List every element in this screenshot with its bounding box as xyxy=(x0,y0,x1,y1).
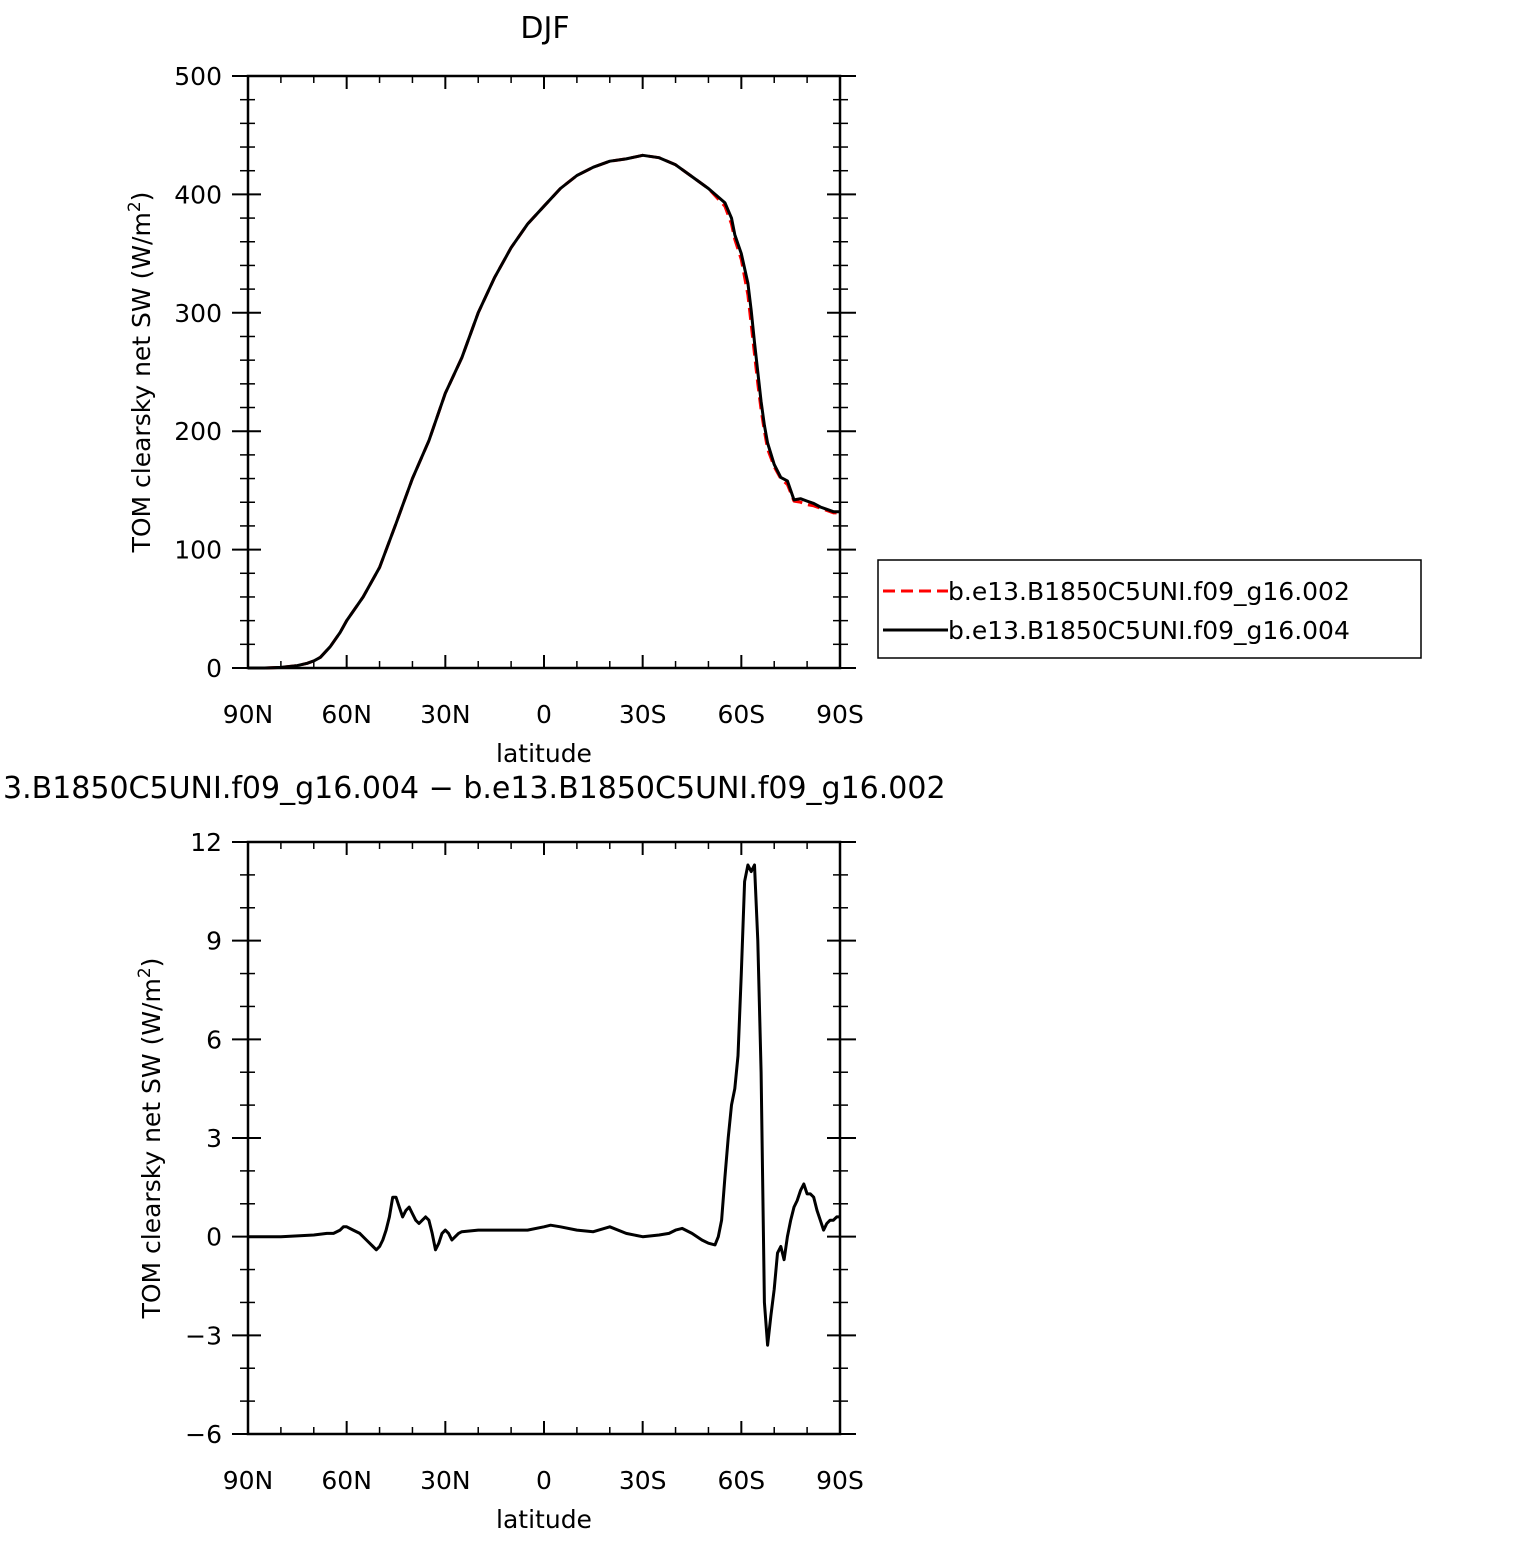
bottom-x-tick-label: 90N xyxy=(223,1466,274,1495)
top-series-line-1 xyxy=(248,153,840,670)
top-x-tick-label: 60S xyxy=(717,700,765,729)
bottom-x-tick-label: 60S xyxy=(717,1466,765,1495)
top-x-axis-label: latitude xyxy=(496,739,592,768)
top-x-tick-label: 90S xyxy=(816,700,864,729)
bottom-plot-frame xyxy=(246,840,842,1436)
bottom-x-tick-label: 0 xyxy=(536,1466,552,1495)
top-plot-title: DJF xyxy=(520,11,569,46)
legend-label-002: b.e13.B1850C5UNI.f09_g16.002 xyxy=(948,577,1350,606)
top-ticks: 90N 60N 30N 0 30S 60S 90S 0 100 200 300 400 500 xyxy=(174,62,864,729)
top-panel: DJF 90N 60N 30N 0 30S 60S 90S0100200300400500 … xyxy=(125,11,1422,768)
bottom-panel: 3.B1850C5UNI.f09_g16.004 − b.e13.B1850C5… xyxy=(3,771,946,1534)
top-y-axis-label: TOM clearsky net SW (W/m2) xyxy=(125,192,156,554)
legend-box xyxy=(877,559,1422,659)
bottom-plot-area xyxy=(248,863,840,1347)
top-x-tick-label: 0 xyxy=(536,700,552,729)
legend: b.e13.B1850C5UNI.f09_g16.002 b.e13.B1850… xyxy=(877,559,1422,659)
top-y-tick-label: 0 xyxy=(206,654,222,683)
top-y-axis-label-sup: 2 xyxy=(125,201,145,212)
bottom-y-tick-label: 12 xyxy=(190,828,222,857)
top-plot-frame xyxy=(246,74,842,670)
bottom-y-axis-label-close: ) xyxy=(137,958,166,968)
top-y-tick-label: 100 xyxy=(174,536,222,565)
top-series-line-0 xyxy=(248,153,840,670)
top-y-tick-label: 200 xyxy=(174,417,222,446)
bottom-x-axis-label: latitude xyxy=(496,1505,592,1534)
bottom-x-tick-label: 60N xyxy=(321,1466,372,1495)
bottom-y-tick-label: −3 xyxy=(185,1321,222,1350)
top-y-tick-label: 400 xyxy=(174,180,222,209)
bottom-y-axis-label: TOM clearsky net SW (W/m2) xyxy=(135,958,166,1320)
bottom-y-tick-label: 9 xyxy=(206,927,222,956)
top-x-tick-label: 90N xyxy=(223,700,274,729)
bottom-ticks: 90N 60N 30N 0 30S 60S 90S −6 −3 0 3 6 9 12 xyxy=(185,828,864,1495)
top-x-tick-label: 30N xyxy=(420,700,471,729)
top-y-axis-label-main: TOM clearsky net SW (W/m xyxy=(127,212,156,553)
top-plot-area xyxy=(248,153,840,670)
top-y-axis-label-close: ) xyxy=(127,192,156,202)
top-y-tick-label: 300 xyxy=(174,299,222,328)
top-x-tick-label: 30S xyxy=(619,700,667,729)
top-x-tick-label: 60N xyxy=(321,700,372,729)
bottom-y-axis-label-main: TOM clearsky net SW (W/m xyxy=(137,978,166,1319)
bottom-plot-title: 3.B1850C5UNI.f09_g16.004 − b.e13.B1850C5… xyxy=(3,771,946,806)
top-y-tick-label: 500 xyxy=(174,62,222,91)
bottom-y-tick-label: −6 xyxy=(185,1420,222,1449)
bottom-series-line-0 xyxy=(248,863,840,1347)
bottom-y-tick-label: 3 xyxy=(206,1124,222,1153)
bottom-x-tick-label: 30N xyxy=(420,1466,471,1495)
bottom-x-tick-label: 30S xyxy=(619,1466,667,1495)
legend-label-004: b.e13.B1850C5UNI.f09_g16.004 xyxy=(948,616,1350,645)
bottom-x-tick-label: 90S xyxy=(816,1466,864,1495)
bottom-y-tick-label: 0 xyxy=(206,1223,222,1252)
bottom-y-tick-label: 6 xyxy=(206,1025,222,1054)
bottom-y-axis-label-sup: 2 xyxy=(135,967,155,978)
